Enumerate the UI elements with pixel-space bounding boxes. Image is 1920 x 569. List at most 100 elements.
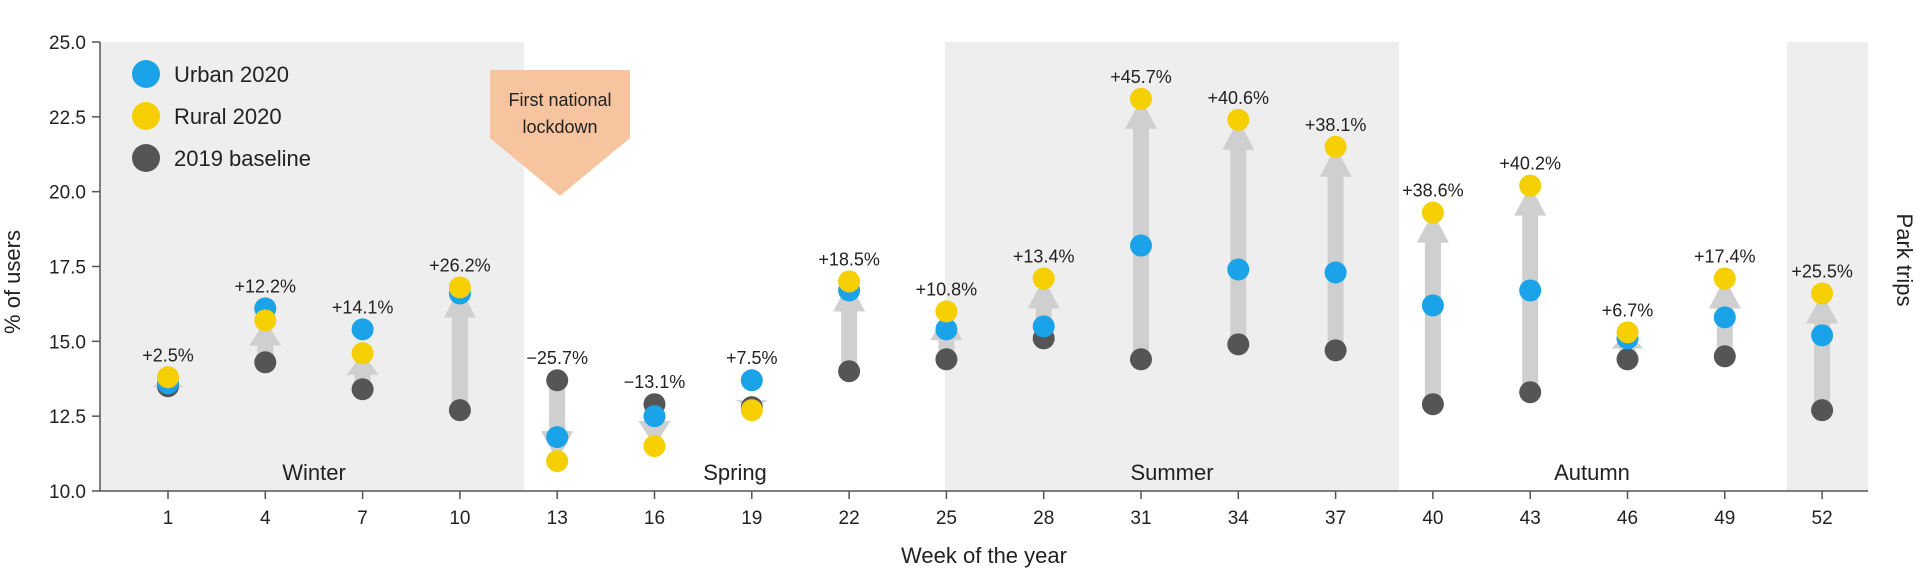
- x-tick-label-15: 46: [1617, 508, 1638, 529]
- change-label-week-16: −13.1%: [624, 372, 686, 392]
- point-baseline-week-40: [1421, 393, 1444, 416]
- point-urban-week-43: [1519, 279, 1542, 302]
- point-urban-week-13: [546, 426, 569, 449]
- point-urban-week-34: [1227, 258, 1250, 281]
- legend-label-urban: Urban 2020: [174, 62, 289, 87]
- change-arrow-week-13: [541, 380, 574, 462]
- point-rural-week-1: [157, 366, 179, 389]
- change-label-week-43: +40.2%: [1499, 154, 1561, 174]
- season-label-spring: Spring: [703, 460, 767, 485]
- season-shading: Winter Spring Summer Autumn: [100, 42, 1868, 491]
- x-tick-label-2: 7: [357, 508, 368, 529]
- change-label-week-46: +6.7%: [1602, 300, 1654, 320]
- y-tick-label-2: 15.0: [49, 332, 86, 353]
- point-urban-week-37: [1324, 261, 1347, 284]
- x-tick-label-10: 31: [1130, 508, 1151, 529]
- point-rural-week-19: [740, 399, 763, 422]
- point-rural-week-25: [935, 300, 958, 323]
- change-label-week-34: +40.6%: [1208, 88, 1270, 108]
- x-tick-label-5: 16: [644, 508, 665, 529]
- point-baseline-week-34: [1227, 333, 1250, 356]
- change-label-week-49: +17.4%: [1694, 246, 1756, 266]
- change-label-week-19: +7.5%: [726, 348, 778, 368]
- data-points: [157, 87, 1834, 473]
- change-label-week-22: +18.5%: [818, 249, 880, 269]
- legend-label-baseline: 2019 baseline: [174, 146, 311, 171]
- lockdown-label-line-2: lockdown: [522, 117, 597, 137]
- y-tick-label-6: 25.0: [49, 33, 86, 54]
- point-rural-week-40: [1421, 201, 1444, 224]
- point-urban-week-40: [1421, 294, 1444, 317]
- axes: 10.0 12.5 15.0 17.5 20.0 22.5 25.0 1 4 7 10 13 16 19 2…: [49, 33, 1868, 529]
- change-label-week-1: +2.5%: [142, 345, 194, 365]
- change-label-week-37: +38.1%: [1305, 115, 1367, 135]
- x-tick-label-12: 37: [1325, 508, 1346, 529]
- change-label-week-40: +38.6%: [1402, 181, 1464, 201]
- y-tick-label-5: 22.5: [49, 108, 86, 129]
- legend: Urban 2020 Rural 2020 2019 baseline: [132, 60, 311, 172]
- point-rural-week-43: [1519, 174, 1542, 197]
- x-tick-label-1: 4: [260, 508, 271, 529]
- y-tick-label-3: 17.5: [49, 258, 86, 279]
- change-arrow-week-34: [1222, 119, 1255, 345]
- change-arrow-week-22: [833, 281, 866, 372]
- y-tick-label-0: 10.0: [49, 482, 86, 503]
- change-arrow-week-10: [443, 287, 476, 411]
- point-rural-week-28: [1032, 267, 1055, 290]
- x-tick-label-6: 19: [741, 508, 762, 529]
- point-baseline-week-43: [1519, 381, 1542, 404]
- x-tick-label-14: 43: [1520, 508, 1541, 529]
- x-tick-label-17: 52: [1812, 508, 1833, 529]
- x-tick-label-8: 25: [936, 508, 957, 529]
- season-label-autumn: Autumn: [1554, 460, 1630, 485]
- x-tick-label-3: 10: [449, 508, 470, 529]
- y-axis-title: % of users: [0, 230, 25, 334]
- point-rural-week-34: [1227, 108, 1250, 131]
- y-tick-label-4: 20.0: [49, 183, 86, 204]
- x-tick-label-4: 13: [547, 508, 568, 529]
- point-baseline-week-7: [351, 378, 374, 401]
- point-urban-week-7: [351, 318, 374, 341]
- x-tick-label-0: 1: [163, 508, 174, 529]
- point-rural-week-16: [643, 435, 666, 458]
- point-baseline-week-49: [1713, 345, 1736, 368]
- point-urban-week-49: [1713, 306, 1736, 329]
- change-label-week-31: +45.7%: [1110, 67, 1172, 87]
- point-urban-week-28: [1032, 315, 1055, 338]
- change-label-week-4: +12.2%: [235, 276, 297, 296]
- lockdown-annotation: First national lockdown: [490, 70, 630, 196]
- point-baseline-week-10: [448, 399, 471, 422]
- right-side-title: Park trips: [1892, 214, 1917, 307]
- point-urban-week-31: [1130, 234, 1152, 257]
- season-band-1: [945, 42, 1399, 491]
- point-baseline-week-52: [1811, 399, 1834, 422]
- change-arrow-week-7: [346, 353, 379, 390]
- point-rural-week-10: [448, 276, 471, 299]
- point-rural-week-4: [254, 309, 277, 332]
- legend-marker-urban: [132, 60, 160, 88]
- change-label-week-13: −25.7%: [526, 348, 588, 368]
- point-baseline-week-22: [838, 360, 861, 383]
- legend-marker-baseline: [132, 144, 160, 172]
- point-urban-week-19: [740, 369, 763, 392]
- change-arrow-week-31: [1125, 98, 1157, 360]
- change-arrow-week-37: [1319, 146, 1352, 351]
- change-label-week-52: +25.5%: [1791, 261, 1853, 281]
- point-rural-week-7: [351, 342, 374, 365]
- x-tick-label-9: 28: [1033, 508, 1054, 529]
- lockdown-arrow-shape: [490, 70, 630, 196]
- point-rural-week-49: [1713, 267, 1736, 290]
- season-label-summer: Summer: [1130, 460, 1213, 485]
- point-urban-week-25: [935, 318, 958, 341]
- point-urban-week-16: [643, 405, 666, 428]
- point-baseline-week-13: [546, 369, 569, 392]
- point-rural-week-37: [1324, 135, 1347, 158]
- point-rural-week-22: [838, 270, 861, 293]
- point-rural-week-13: [546, 450, 569, 473]
- point-baseline-week-25: [935, 348, 958, 371]
- point-baseline-week-4: [254, 351, 277, 374]
- point-urban-week-52: [1811, 324, 1834, 347]
- point-baseline-week-46: [1616, 348, 1639, 371]
- x-tick-label-11: 34: [1228, 508, 1250, 529]
